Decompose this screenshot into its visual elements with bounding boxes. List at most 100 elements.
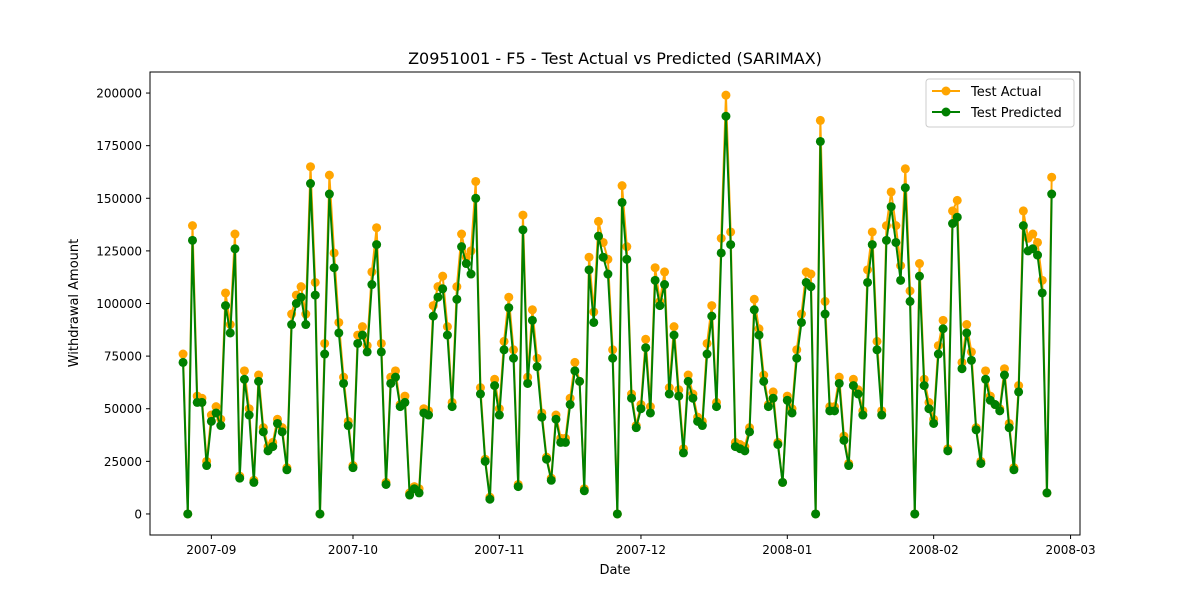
data-point-test-actual bbox=[527, 305, 537, 315]
data-point-test-predicted bbox=[216, 421, 226, 431]
data-point-test-predicted bbox=[183, 509, 193, 519]
data-point-test-predicted bbox=[792, 353, 802, 363]
data-point-test-predicted bbox=[1033, 250, 1043, 260]
data-point-test-predicted bbox=[966, 355, 976, 365]
data-point-test-predicted bbox=[858, 410, 868, 420]
data-point-test-predicted bbox=[584, 265, 594, 275]
data-point-test-predicted bbox=[627, 393, 637, 403]
data-point-test-predicted bbox=[796, 317, 806, 327]
data-point-test-actual bbox=[187, 221, 197, 231]
data-point-test-predicted bbox=[475, 389, 485, 399]
data-point-test-actual bbox=[806, 269, 816, 279]
data-point-test-predicted bbox=[844, 461, 854, 471]
y-tick-label: 150000 bbox=[96, 192, 142, 206]
data-point-test-predicted bbox=[414, 488, 424, 498]
x-tick-label: 2008-02 bbox=[909, 543, 959, 557]
data-point-test-actual bbox=[962, 320, 972, 330]
data-point-test-predicted bbox=[645, 408, 655, 418]
data-point-test-actual bbox=[886, 187, 896, 197]
data-point-test-predicted bbox=[560, 437, 570, 447]
data-point-test-actual bbox=[584, 252, 594, 262]
data-point-test-predicted bbox=[575, 376, 585, 386]
data-point-test-predicted bbox=[499, 345, 509, 355]
data-point-test-actual bbox=[230, 229, 240, 239]
data-point-test-actual bbox=[1018, 206, 1028, 216]
data-point-test-predicted bbox=[716, 248, 726, 258]
data-point-test-predicted bbox=[225, 328, 235, 338]
y-tick-label: 100000 bbox=[96, 297, 142, 311]
data-point-test-predicted bbox=[848, 381, 858, 391]
data-point-test-actual bbox=[938, 315, 948, 325]
data-point-test-predicted bbox=[660, 280, 670, 290]
data-point-test-predicted bbox=[919, 381, 929, 391]
data-point-test-predicted bbox=[447, 402, 457, 412]
y-tick-label: 200000 bbox=[96, 87, 142, 101]
legend: Test Actual Test Predicted bbox=[925, 78, 1075, 128]
data-point-test-predicted bbox=[981, 374, 991, 384]
data-point-test-predicted bbox=[707, 311, 717, 321]
data-point-test-actual bbox=[211, 402, 221, 412]
data-point-test-predicted bbox=[900, 183, 910, 193]
data-point-test-predicted bbox=[457, 242, 467, 252]
data-point-test-predicted bbox=[320, 349, 330, 359]
x-axis-label: Date bbox=[599, 563, 630, 578]
legend-marker-test-predicted bbox=[941, 107, 951, 117]
data-point-test-predicted bbox=[877, 410, 887, 420]
y-tick-label: 125000 bbox=[96, 244, 142, 258]
data-point-test-predicted bbox=[485, 494, 495, 504]
data-point-test-predicted bbox=[1042, 488, 1052, 498]
data-point-test-predicted bbox=[239, 374, 249, 384]
data-point-test-actual bbox=[490, 374, 500, 384]
data-point-test-actual bbox=[848, 374, 858, 384]
data-point-test-predicted bbox=[589, 317, 599, 327]
data-point-test-predicted bbox=[867, 240, 877, 250]
data-point-test-predicted bbox=[258, 427, 268, 437]
data-point-test-predicted bbox=[631, 423, 641, 433]
data-point-test-actual bbox=[981, 366, 991, 376]
data-point-test-actual bbox=[749, 294, 759, 304]
data-point-test-predicted bbox=[310, 290, 320, 300]
data-point-test-predicted bbox=[933, 349, 943, 359]
data-point-test-predicted bbox=[929, 418, 939, 428]
data-point-test-predicted bbox=[608, 353, 618, 363]
x-tick-label: 2007-12 bbox=[616, 543, 666, 557]
data-point-test-actual bbox=[815, 115, 825, 125]
data-point-test-predicted bbox=[726, 240, 736, 250]
data-point-test-predicted bbox=[622, 254, 632, 264]
data-point-test-predicted bbox=[202, 461, 212, 471]
data-point-test-predicted bbox=[390, 372, 400, 382]
data-point-test-predicted bbox=[244, 410, 254, 420]
data-point-test-predicted bbox=[721, 111, 731, 121]
y-tick-label: 0 bbox=[134, 507, 142, 521]
x-tick-label: 2007-09 bbox=[186, 543, 236, 557]
data-point-test-predicted bbox=[655, 301, 665, 311]
legend-box bbox=[925, 78, 1075, 128]
data-point-test-predicted bbox=[546, 475, 556, 485]
data-point-test-predicted bbox=[428, 311, 438, 321]
data-point-test-predicted bbox=[778, 477, 788, 487]
y-tick-label: 25000 bbox=[104, 455, 142, 469]
data-point-test-predicted bbox=[938, 324, 948, 334]
data-point-test-predicted bbox=[697, 421, 707, 431]
data-point-test-actual bbox=[221, 288, 231, 298]
data-point-test-actual bbox=[1047, 172, 1057, 182]
y-tick-label: 50000 bbox=[104, 402, 142, 416]
data-point-test-predicted bbox=[254, 376, 264, 386]
data-point-test-predicted bbox=[1028, 244, 1038, 254]
data-point-test-predicted bbox=[678, 448, 688, 458]
data-point-test-predicted bbox=[914, 271, 924, 281]
data-point-test-actual bbox=[372, 223, 382, 233]
data-point-test-predicted bbox=[787, 408, 797, 418]
data-point-test-actual bbox=[650, 263, 660, 273]
data-point-test-actual bbox=[239, 366, 249, 376]
data-point-test-predicted bbox=[282, 465, 292, 475]
data-point-test-predicted bbox=[461, 259, 471, 269]
data-point-test-predicted bbox=[367, 280, 377, 290]
data-point-test-predicted bbox=[480, 456, 490, 466]
data-point-test-actual bbox=[721, 90, 731, 100]
data-point-test-actual bbox=[457, 229, 467, 239]
data-point-test-predicted bbox=[886, 202, 896, 212]
data-point-test-predicted bbox=[532, 362, 542, 372]
x-axis-ticks: 2007-09 2007-10 2007-11 2007-12 2008-01 2008-… bbox=[186, 535, 1096, 557]
